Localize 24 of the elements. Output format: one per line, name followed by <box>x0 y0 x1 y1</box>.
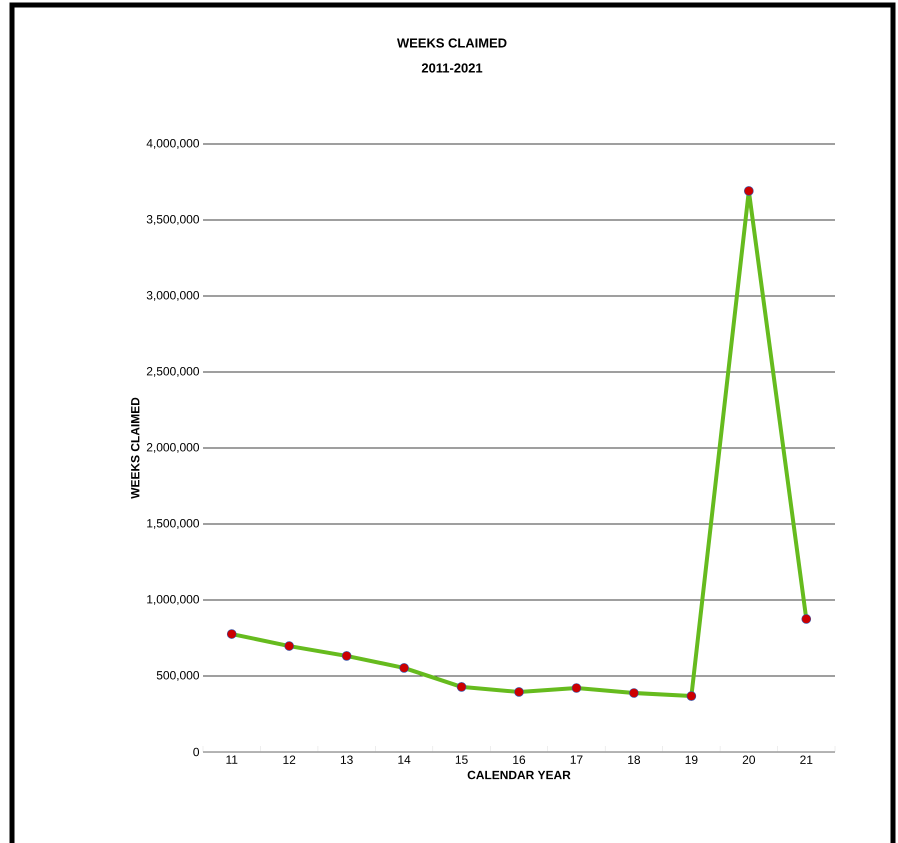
y-tick-label: 3,000,000 <box>146 291 200 301</box>
y-tick-label: 3,500,000 <box>146 215 200 225</box>
y-tick-label: 4,000,000 <box>146 139 200 149</box>
chart-subtitle: 2011-2021 <box>422 63 482 73</box>
x-tick-label: 12 <box>283 756 296 764</box>
y-tick-label: 1,000,000 <box>147 595 200 605</box>
x-axis-title: CALENDAR YEAR <box>468 770 571 780</box>
x-tick-label: 16 <box>513 756 526 764</box>
x-tick-label: 15 <box>456 756 468 764</box>
y-tick-label: 500,000 <box>156 671 200 681</box>
x-tick-label: 21 <box>800 756 812 764</box>
x-tick-label: 18 <box>628 756 640 764</box>
x-tick-label: 11 <box>226 756 238 764</box>
y-tick-label: 2,000,000 <box>146 443 200 453</box>
y-axis-title: WEEKS CLAIMED <box>131 398 140 499</box>
y-tick-label: 1,500,000 <box>147 519 200 529</box>
x-tick-label: 17 <box>570 756 583 764</box>
x-tick-label: 20 <box>742 756 756 764</box>
chart-title: WEEKS CLAIMED <box>396 38 506 48</box>
x-tick-label: 19 <box>686 756 698 764</box>
y-tick-label: 0 <box>193 748 200 756</box>
x-tick-label: 13 <box>340 756 353 764</box>
y-tick-label: 2,500,000 <box>146 367 200 377</box>
x-tick-label: 14 <box>398 756 410 764</box>
